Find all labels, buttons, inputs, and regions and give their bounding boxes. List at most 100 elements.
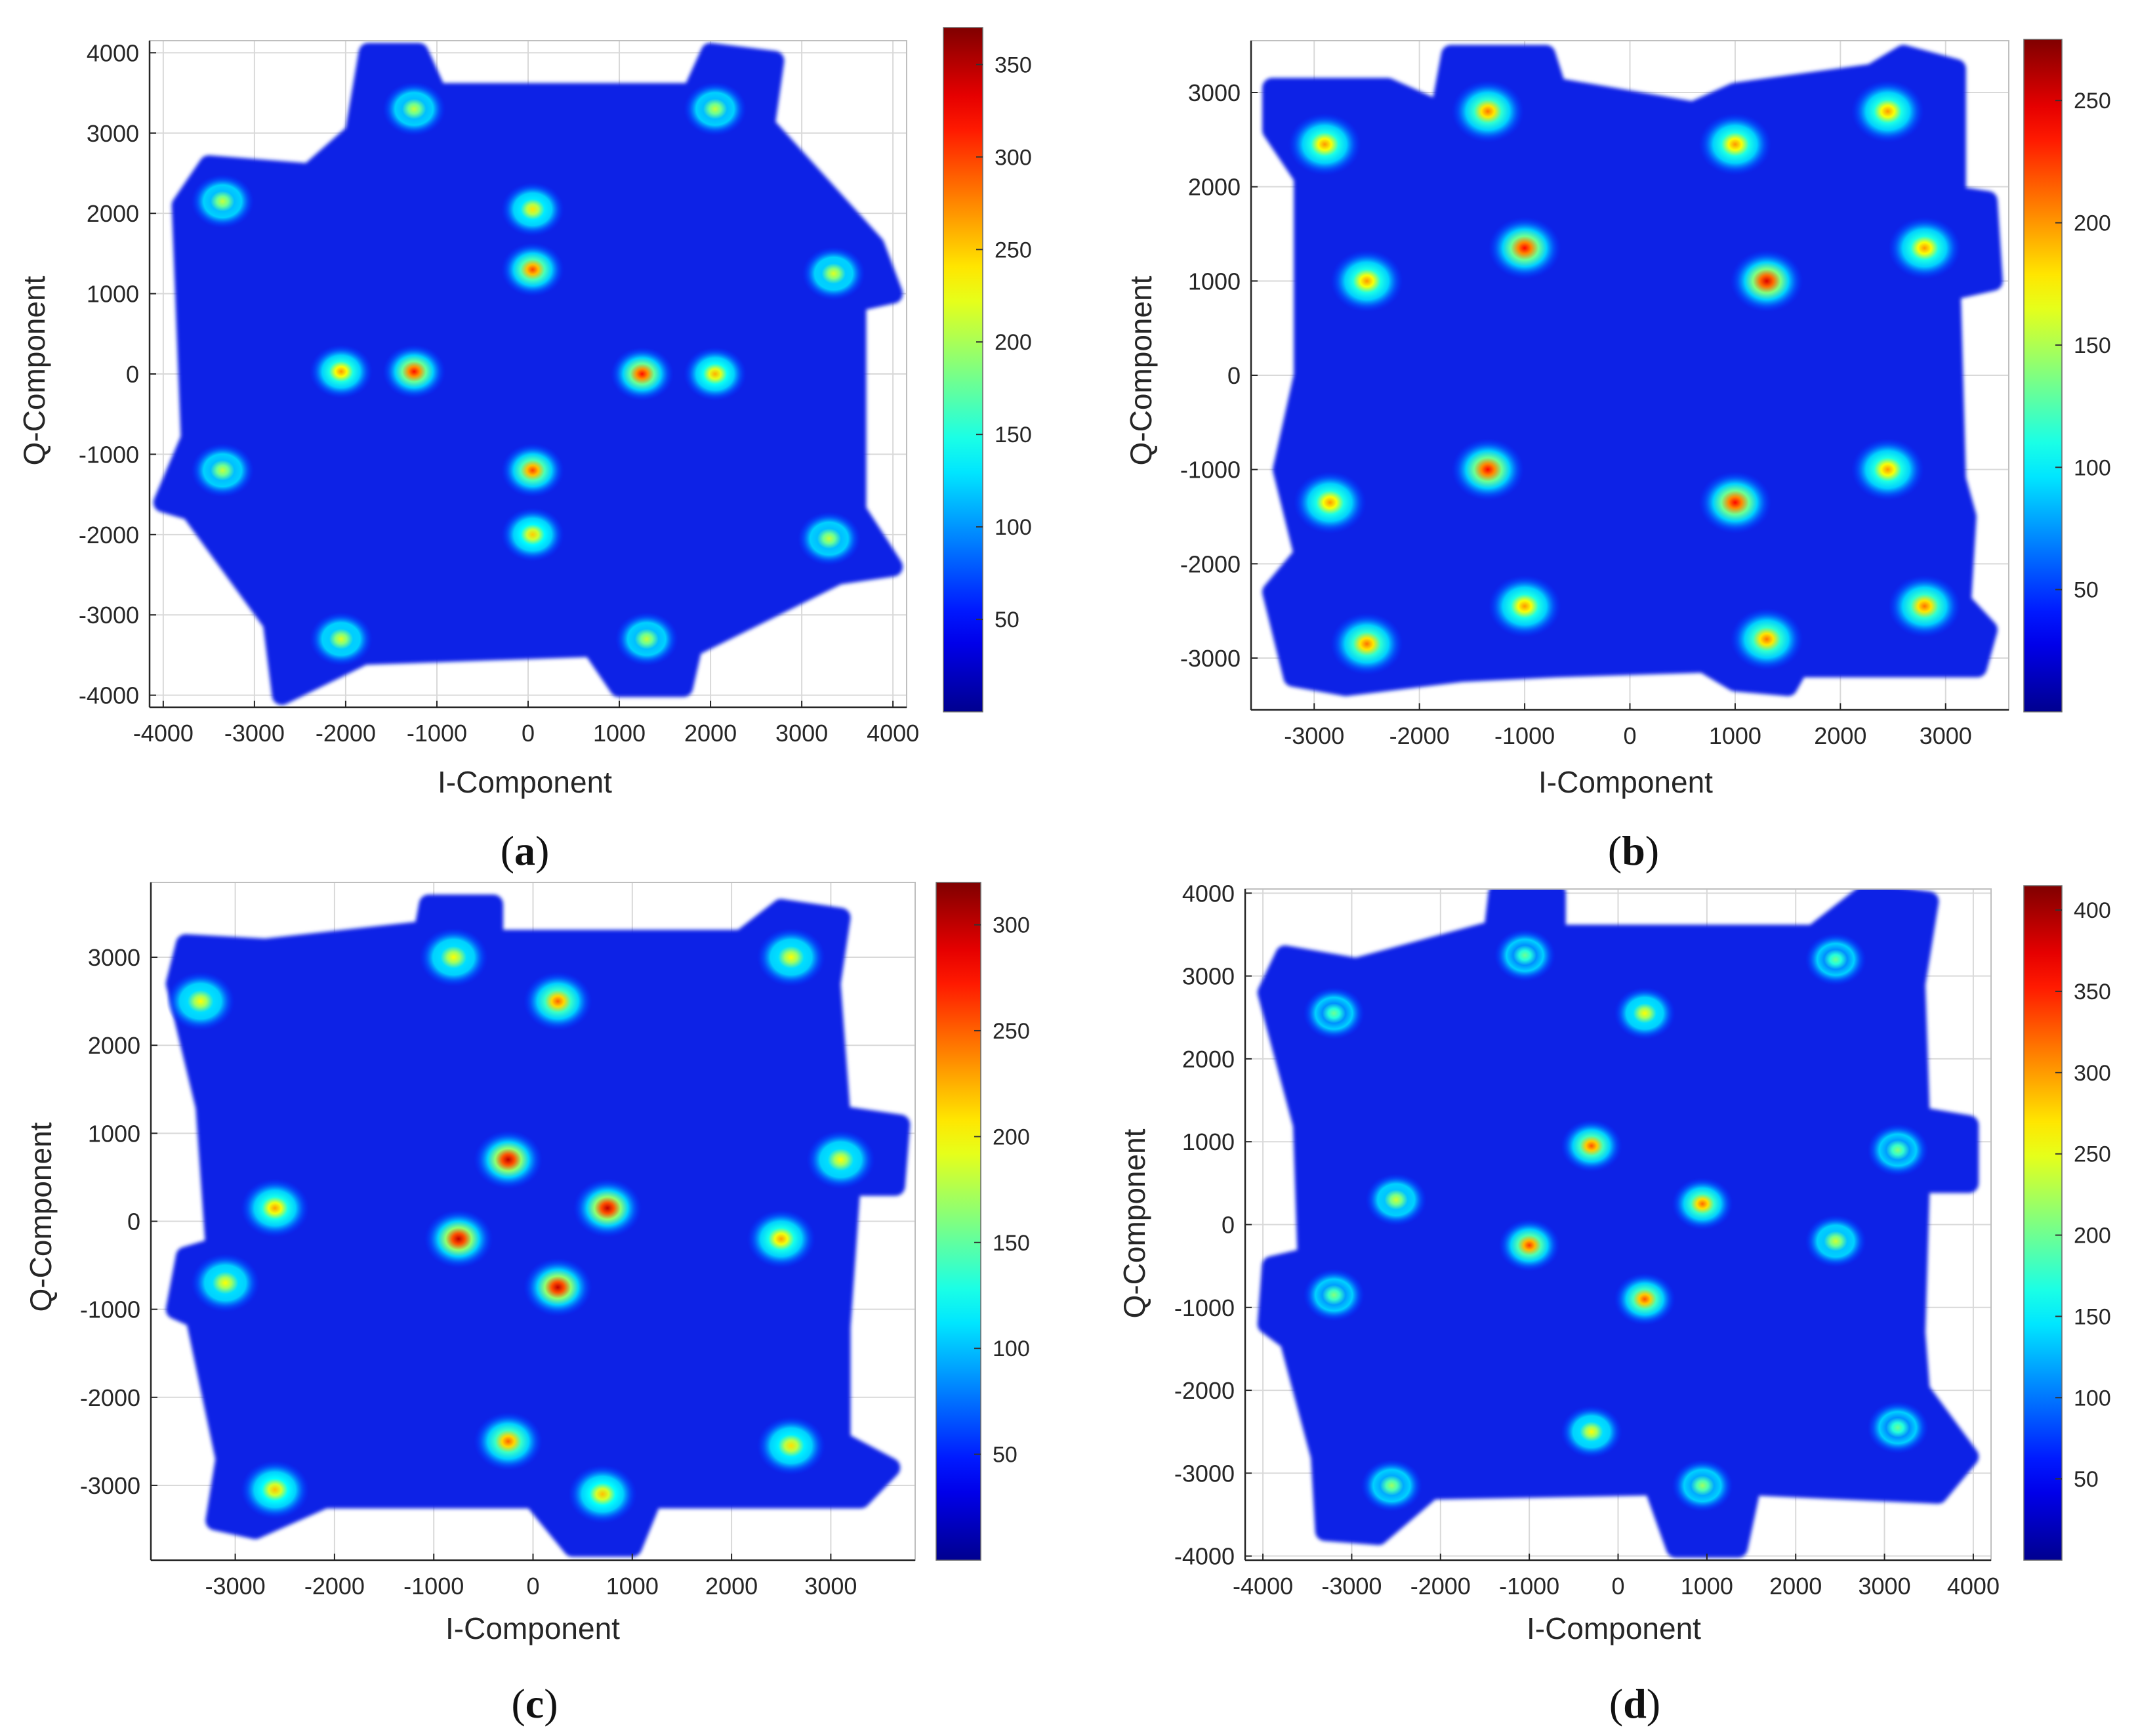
panel-d-xtick-label: 2000	[1769, 1573, 1822, 1600]
panel-b-xtick-label: 1000	[1709, 722, 1761, 749]
panel-b: -3000 -2000 -1000 0 1000 2000 3000-3000-2000-1…	[1124, 39, 2111, 874]
panel-c-xlabel: I-Component	[445, 1611, 620, 1645]
panel-c-cloud	[165, 894, 911, 1557]
panel-b-colorbar-tick-label: 150	[2074, 333, 2111, 358]
panel-c-ytick-label: -1000	[80, 1296, 140, 1323]
panel-a-cluster	[797, 511, 861, 566]
panel-a-cluster	[191, 443, 255, 498]
panel-a-cluster	[382, 344, 446, 399]
panel-a-xtick-label: -3000	[224, 720, 285, 747]
panel-b-cluster	[1451, 80, 1525, 143]
panel-a-colorbar-tick-label: 350	[995, 52, 1032, 77]
panel-b-cluster	[1698, 113, 1772, 176]
panel-b-cluster	[1488, 575, 1561, 638]
panel-a-xtick-label: 4000	[867, 720, 919, 747]
panel-b-cluster	[1851, 438, 1925, 501]
panel-c-ylabel: Q-Component	[24, 1122, 58, 1312]
panel-a-cluster	[501, 242, 565, 297]
panel-c-cluster	[191, 1253, 260, 1313]
panel-b-ytick-label: 2000	[1188, 174, 1241, 201]
panel-b-colorbar-tick-label: 100	[2074, 455, 2111, 480]
panel-b-cluster	[1488, 217, 1561, 279]
panel-a-colorbar-tick-label: 200	[995, 330, 1032, 355]
panel-a-colorbar-tick-label: 250	[995, 238, 1032, 262]
panel-a-cluster	[382, 81, 446, 136]
panel-a-xtick-label: -2000	[316, 720, 376, 747]
panel-c-cluster	[747, 1209, 816, 1269]
panel-b-cluster	[1293, 471, 1367, 534]
panel-d-cluster	[1361, 1459, 1423, 1512]
panel-d-colorbar-tick-label: 150	[2074, 1304, 2111, 1329]
panel-b-colorbar-bar	[2023, 39, 2063, 713]
panel-a-colorbar-tick-label: 100	[995, 515, 1032, 540]
panel-d-ytick-label: 0	[1222, 1212, 1235, 1239]
panel-b-xtick-label: 3000	[1920, 722, 1972, 749]
panel-b-xtick-label: 0	[1623, 722, 1636, 749]
panel-c-xtick-label: -1000	[403, 1573, 464, 1600]
panel-b-ylabel: Q-Component	[1124, 276, 1158, 465]
panel-d-cluster	[1494, 928, 1556, 982]
panel-d-xtick-label: 4000	[1947, 1573, 2000, 1600]
panel-b-cluster	[1888, 217, 1962, 279]
panel-a-xtick-label: -1000	[407, 720, 467, 747]
panel-d-cloud	[1257, 889, 1979, 1558]
panel-c-cluster	[474, 1130, 543, 1189]
panel-d-xtick-label: 3000	[1859, 1573, 1911, 1600]
panel-c-heatmap: -3000 -2000 -1000 0 1000 2000 3000 -3000 -2000 -1…	[80, 882, 916, 1600]
panel-c-cluster	[424, 1209, 493, 1269]
panel-c-cluster	[240, 1460, 310, 1519]
panel-d-colorbar: 50 100 150 200 250 300 350 400	[2023, 885, 2111, 1561]
panel-a-xtick-label: 3000	[775, 720, 828, 747]
panel-d-ytick-label: 1000	[1182, 1128, 1235, 1155]
panel-b-xtick-label: -1000	[1494, 722, 1555, 749]
panel-d-heatmap: -4000 -3000 -2000 -1000 0 1000 2000 3000 4000 -40…	[1174, 880, 2000, 1600]
panel-a-caption: (a)	[501, 827, 550, 874]
panel-c-cluster	[419, 928, 488, 987]
panel-b-ytick-label: 3000	[1188, 79, 1241, 106]
panel-d-xlabel: I-Component	[1527, 1611, 1701, 1645]
panel-c-ytick-label: 3000	[88, 944, 140, 971]
panel-b-xlabel: I-Component	[1538, 765, 1713, 799]
panel-c-colorbar-tick-label: 100	[993, 1336, 1030, 1361]
panel-c-ytick-label: -2000	[80, 1384, 140, 1411]
panel-d-cluster	[1672, 1459, 1733, 1512]
panel-a-ytick-label: -2000	[79, 522, 139, 548]
panel-b-cluster	[1888, 575, 1962, 638]
panel-d-ylabel: Q-Component	[1117, 1128, 1151, 1318]
panel-a-cluster	[683, 81, 747, 136]
panel-b-xtick-label: -3000	[1284, 722, 1344, 749]
panel-d-colorbar-bar	[2023, 885, 2063, 1561]
panel-d-xtick-label: -4000	[1233, 1573, 1293, 1600]
panel-b-colorbar-tick-label: 200	[2074, 211, 2111, 236]
panel-a-xtick-label: 2000	[684, 720, 737, 747]
panel-a-ytick-label: -4000	[79, 682, 139, 709]
panel-a-xtick-label: 1000	[593, 720, 646, 747]
panel-d-xtick-label: 1000	[1681, 1573, 1733, 1600]
panel-b-colorbar-tick-label: 250	[2074, 89, 2111, 114]
panel-b-cluster	[1851, 80, 1925, 143]
panel-a-cluster	[309, 611, 373, 667]
panel-d-cluster	[1614, 1272, 1676, 1326]
panel-c-cluster	[756, 1416, 826, 1476]
panel-c-cluster	[523, 972, 592, 1031]
panel-a-ytick-label: 4000	[87, 39, 139, 66]
panel-c-colorbar-tick-label: 200	[993, 1125, 1030, 1149]
panel-b-xtick-label: 2000	[1814, 722, 1866, 749]
panel-b-ytick-label: -1000	[1180, 457, 1241, 484]
panel-c-cluster	[806, 1130, 875, 1189]
panel-a-colorbar-bar	[943, 27, 983, 713]
panel-a-xtick-label: -4000	[133, 720, 194, 747]
panel-d-cluster	[1672, 1177, 1733, 1231]
panel-a-cluster	[309, 344, 373, 399]
panel-b-cluster	[1730, 249, 1803, 312]
panel-d-colorbar-tick-label: 200	[2074, 1224, 2111, 1249]
panel-b-ytick-label: 0	[1227, 362, 1241, 389]
panel-d-cluster	[1805, 1214, 1867, 1268]
panel-c-ytick-label: -3000	[80, 1472, 140, 1499]
panel-d-cluster	[1365, 1173, 1428, 1226]
panel-d-cluster	[1866, 1123, 1929, 1177]
panel-a-cluster	[802, 246, 865, 301]
panel-c-xtick-label: -2000	[304, 1573, 365, 1600]
panel-a-ytick-label: 1000	[87, 281, 139, 308]
panel-b-ytick-label: -3000	[1180, 645, 1241, 672]
